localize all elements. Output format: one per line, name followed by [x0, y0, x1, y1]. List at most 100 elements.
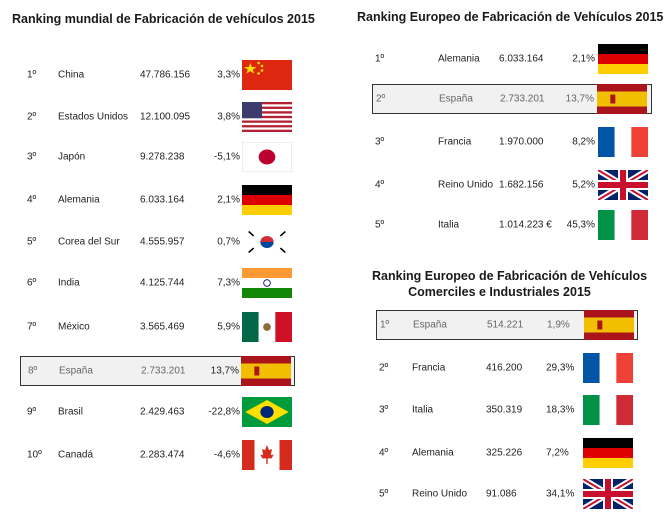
production-value: 416.200 [486, 362, 523, 374]
country-name: España [59, 365, 93, 377]
production-value: 2.429.463 [140, 406, 185, 418]
rank-label: 9º [27, 406, 37, 418]
table-row: 4º Alemania 325.226 7,2% [376, 438, 638, 468]
production-value: 3.565.469 [140, 321, 185, 333]
country-name: India [58, 277, 80, 289]
country-name: Japón [58, 151, 86, 163]
rank-label: 4º [27, 194, 37, 206]
growth-percent: 45,3% [566, 219, 595, 231]
table-row: 3º Italia 350.319 18,3% [376, 395, 638, 425]
uk-flag-icon [598, 170, 648, 200]
growth-percent: 5,9% [217, 321, 240, 333]
europe-ranking-title: Ranking Europeo de Fabricación de Vehícu… [357, 10, 664, 24]
country-name: Canadá [58, 449, 94, 461]
table-row: 3º Francia 1.970.000 8,2% [372, 127, 652, 157]
growth-percent: 7,3% [217, 277, 240, 289]
growth-percent: 7,2% [546, 447, 569, 459]
country-name: China [58, 69, 85, 81]
rank-label: 1º [380, 319, 390, 331]
growth-percent: 3,3% [217, 69, 240, 81]
growth-percent: 29,3% [546, 362, 575, 374]
growth-percent: -22,8% [208, 406, 240, 418]
country-name: Reino Unido [438, 179, 494, 191]
production-value: 6.033.164 [140, 194, 185, 206]
production-value: 9.278.238 [140, 151, 185, 163]
rank-label: 2º [379, 362, 389, 374]
table-row: 1º China 47.786.156 3,3% [20, 60, 295, 90]
country-name: Francia [438, 136, 472, 148]
canada-flag-icon [242, 440, 292, 470]
growth-percent: 8,2% [572, 136, 595, 148]
table-row-highlighted: 8º España 2.733.201 13,7% [20, 356, 295, 386]
growth-percent: 13,7% [565, 93, 594, 105]
italy-flag-icon [583, 395, 633, 425]
growth-percent: 5,2% [572, 179, 595, 191]
production-value: 4.125.744 [140, 277, 185, 289]
rank-label: 6º [27, 277, 37, 289]
growth-percent: 2,1% [572, 53, 595, 65]
growth-percent: 3,8% [217, 111, 240, 123]
germany-flag-icon [598, 44, 648, 74]
country-name: Estados Unidos [58, 111, 129, 123]
growth-percent: 13,7% [210, 365, 239, 377]
france-flag-icon [583, 353, 633, 383]
table-row-highlighted: 2º España 2.733.201 13,7% [372, 84, 652, 114]
country-name: España [439, 93, 473, 105]
table-row: 2º Estados Unidos 12.100.095 3,8% [20, 102, 295, 132]
commercial-ranking-title: Ranking Europeo de Fabricación de Vehícu… [372, 268, 648, 300]
china-flag-icon [242, 60, 292, 90]
south-korea-flag-icon [242, 227, 292, 257]
production-value: 2.733.201 [500, 93, 545, 105]
rank-label: 7º [27, 321, 37, 333]
country-name: Italia [412, 404, 434, 416]
uk-flag-icon [583, 479, 633, 509]
production-value: 4.555.957 [140, 236, 185, 248]
production-value: 350.319 [486, 404, 523, 416]
production-value: 1.682.156 [499, 179, 544, 191]
country-name: Italia [438, 219, 460, 231]
rank-label: 3º [27, 151, 37, 163]
rank-label: 2º [376, 93, 386, 105]
growth-percent: 0,7% [217, 236, 240, 248]
rank-label: 1º [375, 53, 385, 65]
germany-flag-icon [242, 185, 292, 215]
rank-label: 4º [379, 447, 389, 459]
rank-label: 5º [375, 219, 385, 231]
japan-flag-icon [242, 142, 292, 172]
usa-flag-icon [242, 102, 292, 132]
rank-label: 5º [27, 236, 37, 248]
production-value: 1.014.223 € [499, 219, 552, 231]
country-name: Francia [412, 362, 446, 374]
production-value: 47.786.156 [140, 69, 191, 81]
table-row: 5º Corea del Sur 4.555.957 0,7% [20, 227, 295, 257]
table-row-highlighted: 1º España 514.221 1,9% [376, 310, 638, 340]
country-name: Corea del Sur [58, 236, 120, 248]
table-row: 3º Japón 9.278.238 -5,1% [20, 142, 295, 172]
production-value: 2.733.201 [141, 365, 186, 377]
commercial-title-line1: Ranking Europeo de Fabricación de Vehícu… [372, 269, 648, 283]
production-value: 325.226 [486, 447, 523, 459]
country-name: México [58, 321, 90, 333]
spain-flag-icon [241, 356, 291, 386]
rank-label: 3º [375, 136, 385, 148]
country-name: Alemania [58, 194, 100, 206]
world-ranking-title: Ranking mundial de Fabricación de vehícu… [12, 12, 315, 26]
rank-label: 8º [28, 365, 38, 377]
table-row: 10º Canadá 2.283.474 -4,6% [20, 440, 295, 470]
country-name: Brasil [58, 406, 84, 418]
table-row: 5º Italia 1.014.223 € 45,3% [372, 210, 652, 240]
table-row: 2º Francia 416.200 29,3% [376, 353, 638, 383]
france-flag-icon [598, 127, 648, 157]
india-flag-icon [242, 268, 292, 298]
table-row: 6º India 4.125.744 7,3% [20, 268, 295, 298]
production-value: 514.221 [487, 319, 524, 331]
country-name: España [413, 319, 447, 331]
brazil-flag-icon [242, 397, 292, 427]
mexico-flag-icon [242, 312, 292, 342]
rank-label: 10º [27, 449, 42, 461]
growth-percent: 1,9% [547, 319, 570, 331]
country-name: Reino Unido [412, 488, 468, 500]
rank-label: 3º [379, 404, 389, 416]
table-row: 1º Alemania 6.033.164 2,1% [372, 44, 652, 74]
country-name: Alemania [438, 53, 480, 65]
